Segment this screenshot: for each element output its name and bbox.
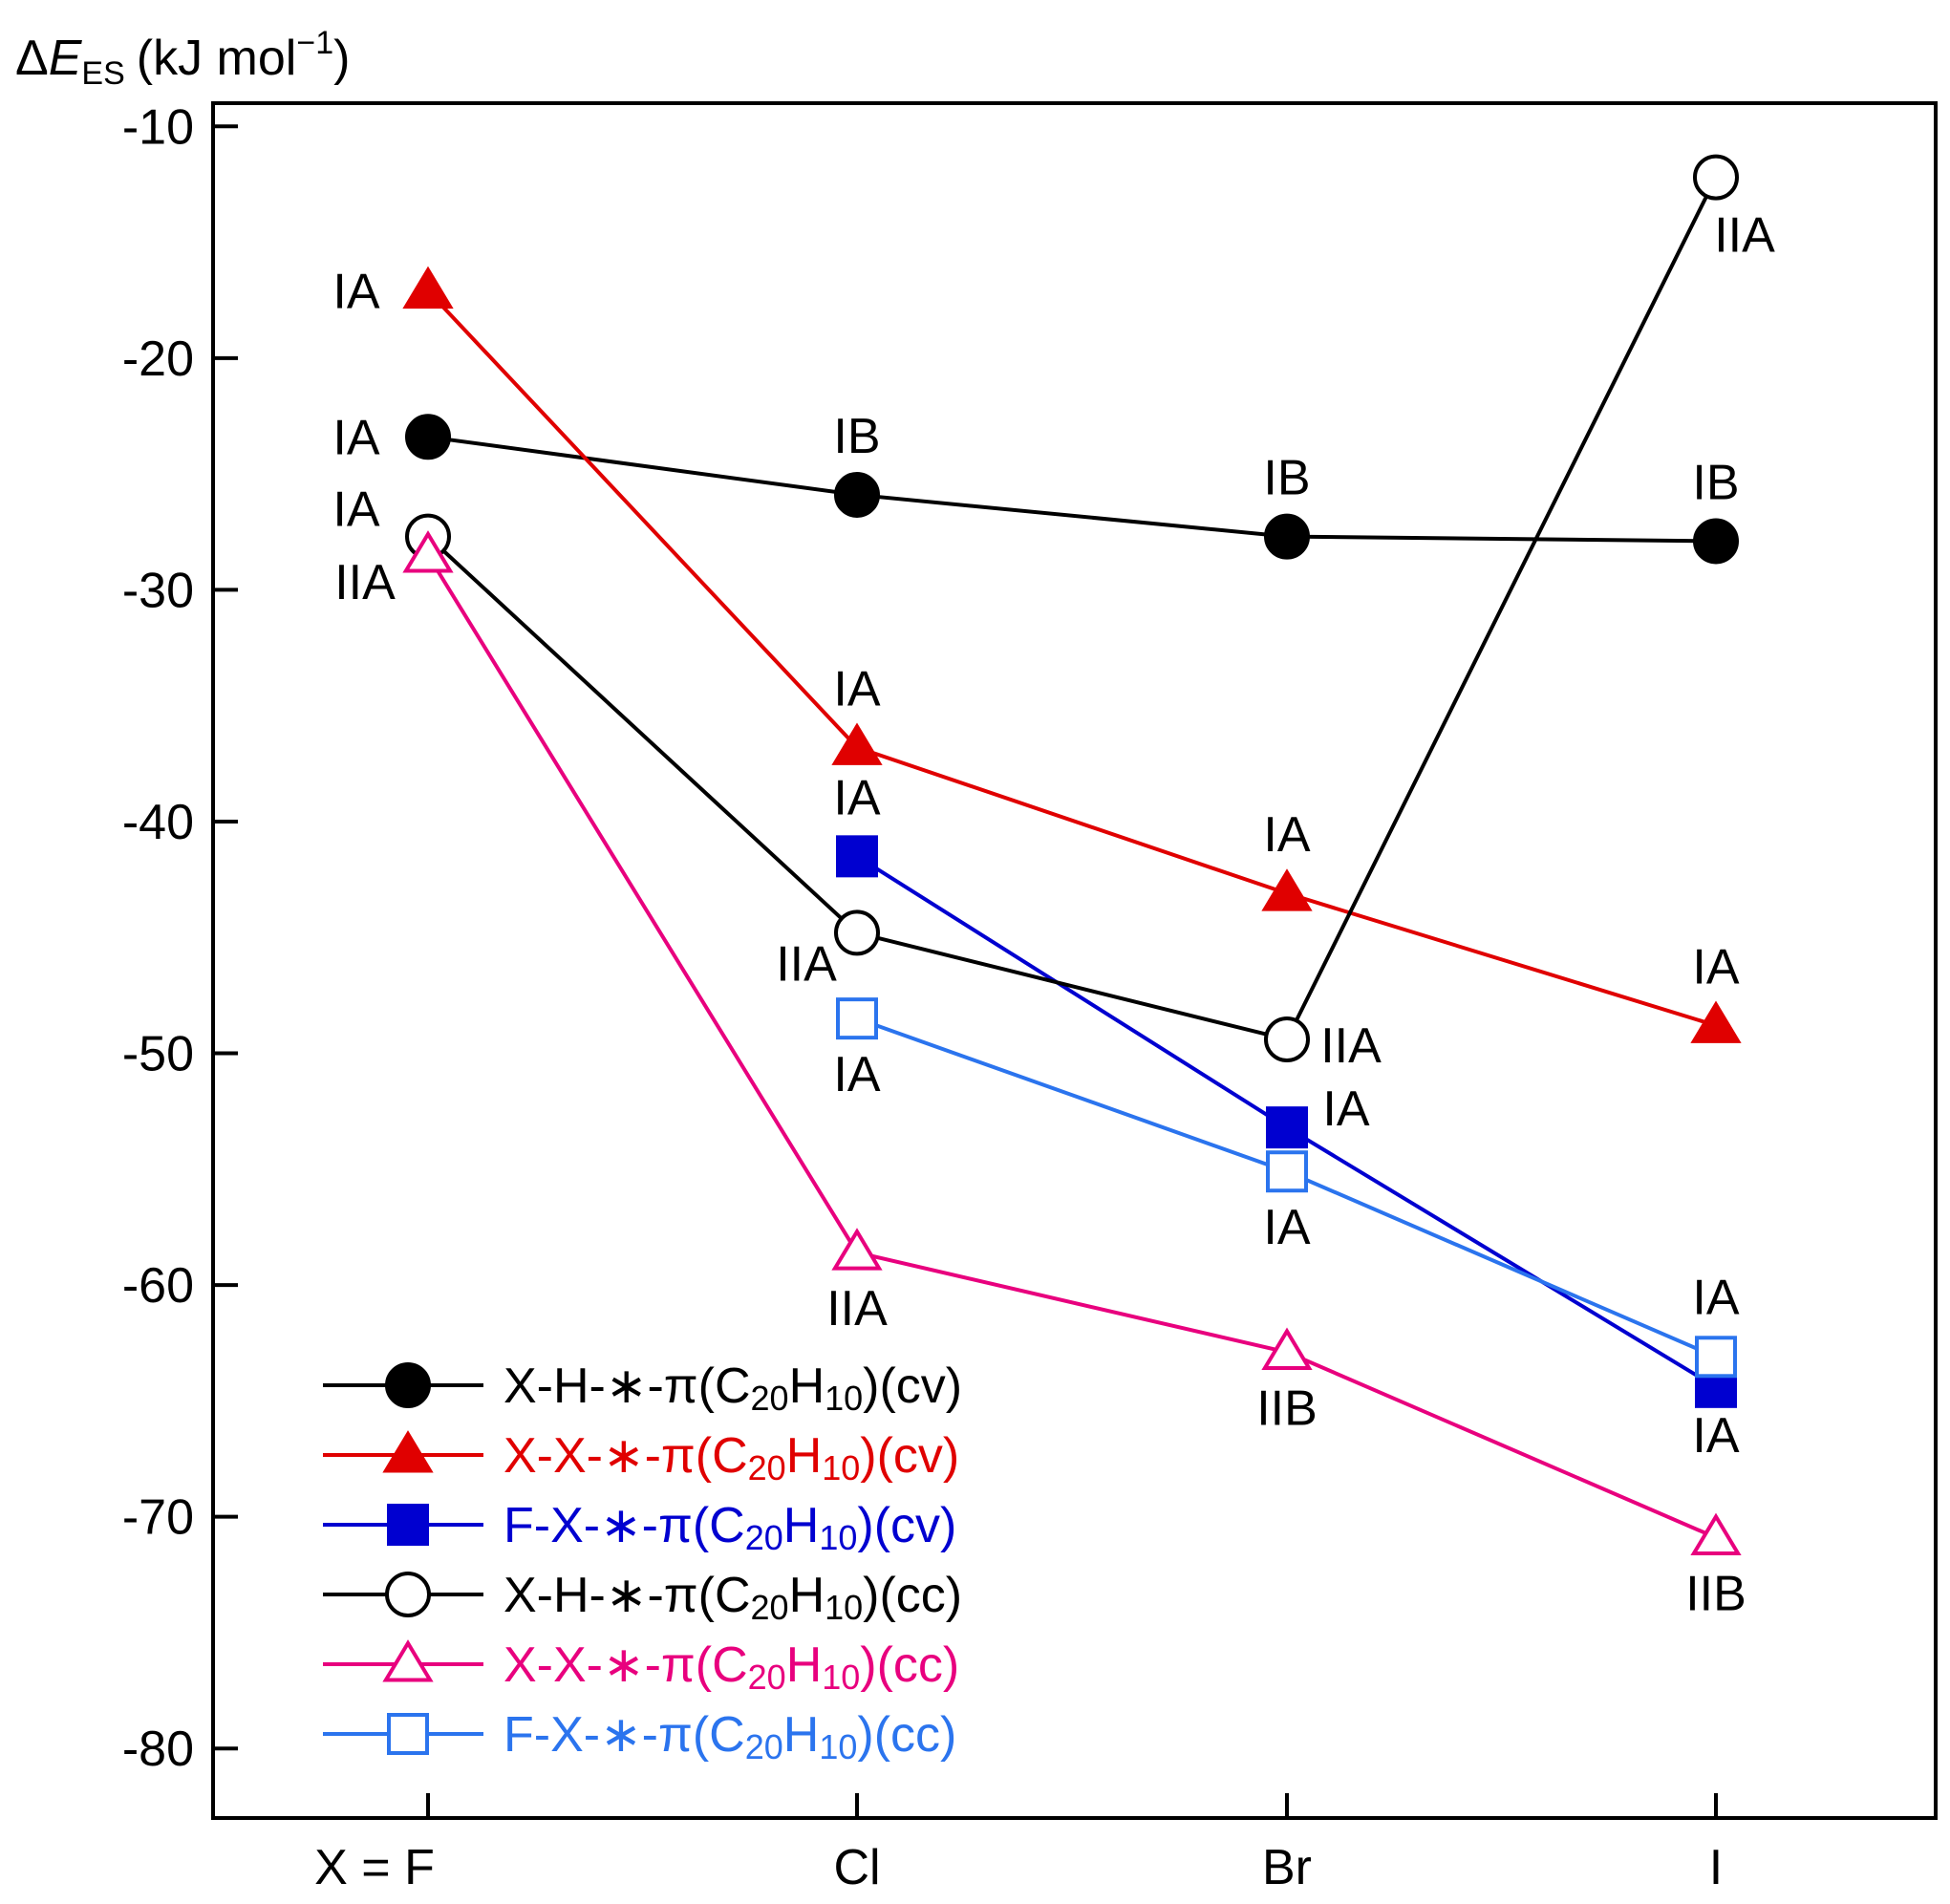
data-point-s4-3	[1690, 1512, 1742, 1555]
legend-label-1: X-X-∗-π(C20H10)(cv)	[504, 1428, 959, 1487]
y-tick-label-4: -40	[122, 795, 194, 850]
plot-frame	[211, 101, 1938, 1820]
y-tick-label-1: -70	[122, 1490, 194, 1546]
data-point-s1-1	[831, 722, 883, 765]
point-label-s3-3: IIA	[1714, 208, 1775, 264]
point-label-s0-3: IB	[1692, 455, 1739, 510]
series-line-1	[426, 289, 1717, 1028]
svg-text:ΔEES(kJ mol−1): ΔEES (kJ mol−1)	[15, 25, 350, 92]
point-label-s5-1: IA	[833, 1047, 880, 1102]
point-label-s4-3: IIB	[1685, 1566, 1746, 1621]
data-point-s0-0	[405, 414, 451, 460]
point-label-s0-2: IB	[1263, 451, 1310, 506]
point-label-s5-2: IA	[1263, 1200, 1310, 1255]
legend-marker-1	[382, 1430, 434, 1473]
x-tick-label-0: X = F	[314, 1840, 435, 1895]
point-label-s3-1: IIA	[776, 936, 837, 992]
y-axis-label: ΔEES (kJ mol−1)	[15, 25, 350, 92]
legend-item-2: F-X-∗-π(C20H10)(cv)	[323, 1498, 956, 1557]
point-label-s5-3: IA	[1692, 1270, 1739, 1325]
data-point-s5-1	[836, 997, 878, 1040]
y-label-units: (kJ mol	[137, 31, 297, 86]
data-point-s5-2	[1266, 1150, 1308, 1193]
legend-marker-4	[382, 1639, 434, 1682]
y-label-close: )	[333, 31, 350, 86]
legend-label-3: X-H-∗-π(C20H10)(cc)	[504, 1568, 962, 1627]
x-tick-label-3: I	[1709, 1840, 1723, 1895]
data-point-s2-1	[836, 835, 878, 878]
data-point-s1-3	[1690, 1000, 1742, 1043]
legend-item-4: X-X-∗-π(C20H10)(cc)	[323, 1637, 959, 1697]
data-point-s0-3	[1693, 518, 1739, 565]
data-point-s4-0	[402, 530, 454, 573]
series-line-4	[426, 553, 1717, 1540]
data-point-s3-2	[1264, 1016, 1310, 1062]
data-point-s1-2	[1261, 868, 1313, 911]
legend-label-0: X-H-∗-π(C20H10)(cv)	[504, 1358, 962, 1418]
legend-item-1: X-X-∗-π(C20H10)(cv)	[323, 1428, 959, 1487]
series-line-3	[426, 176, 1718, 1042]
point-label-s0-1: IB	[833, 409, 880, 464]
data-point-s2-2	[1266, 1106, 1308, 1149]
legend-item-0: X-H-∗-π(C20H10)(cv)	[323, 1358, 962, 1418]
point-label-s2-3: IA	[1692, 1408, 1739, 1464]
point-label-s1-1: IA	[833, 661, 880, 717]
legend-marker-2	[387, 1504, 429, 1546]
legend-label-2: F-X-∗-π(C20H10)(cv)	[504, 1498, 956, 1557]
point-label-s4-0: IIA	[334, 555, 396, 610]
point-label-s2-2: IA	[1322, 1081, 1369, 1137]
y-label-symbol: E	[49, 31, 83, 86]
legend-label-5: F-X-∗-π(C20H10)(cc)	[504, 1707, 956, 1766]
legend-item-5: F-X-∗-π(C20H10)(cc)	[323, 1707, 956, 1766]
point-label-s2-1: IA	[833, 770, 880, 825]
y-tick-label-2: -60	[122, 1258, 194, 1314]
point-label-s3-2: IIA	[1320, 1018, 1382, 1074]
y-tick-label-5: -30	[122, 563, 194, 618]
data-point-s3-3	[1693, 154, 1739, 201]
legend-label-4: X-X-∗-π(C20H10)(cc)	[504, 1637, 959, 1697]
point-label-s0-0: IA	[332, 410, 379, 465]
y-label-subscript: ES	[81, 55, 124, 92]
y-tick-label-3: -50	[122, 1027, 194, 1082]
y-label-exponent: −1	[296, 25, 333, 61]
legend-marker-3	[385, 1572, 431, 1617]
x-tick-label-2: Br	[1262, 1840, 1312, 1895]
data-point-s0-1	[834, 471, 880, 518]
y-tick-label-0: -80	[122, 1722, 194, 1777]
y-tick-label-7: -10	[122, 99, 194, 155]
data-point-s0-2	[1264, 513, 1310, 560]
y-label-delta: Δ	[15, 31, 49, 86]
point-label-s4-2: IIB	[1256, 1380, 1318, 1436]
point-label-s3-0: IA	[332, 482, 379, 538]
data-point-s4-1	[831, 1228, 883, 1271]
data-point-s1-0	[402, 266, 454, 309]
point-label-s1-3: IA	[1692, 939, 1739, 995]
data-point-s4-2	[1261, 1327, 1313, 1370]
point-label-s4-1: IIA	[826, 1281, 888, 1337]
x-tick-label-1: Cl	[833, 1840, 880, 1895]
data-point-s3-1	[834, 909, 880, 956]
legend-marker-5	[387, 1713, 429, 1755]
y-tick-label-6: -20	[122, 332, 194, 387]
point-label-s1-0: IA	[332, 264, 379, 319]
data-point-s5-3	[1695, 1336, 1737, 1379]
legend-item-3: X-H-∗-π(C20H10)(cc)	[323, 1568, 962, 1627]
point-label-s1-2: IA	[1263, 807, 1310, 863]
legend-marker-0	[385, 1362, 431, 1408]
series-line-0	[427, 435, 1717, 544]
